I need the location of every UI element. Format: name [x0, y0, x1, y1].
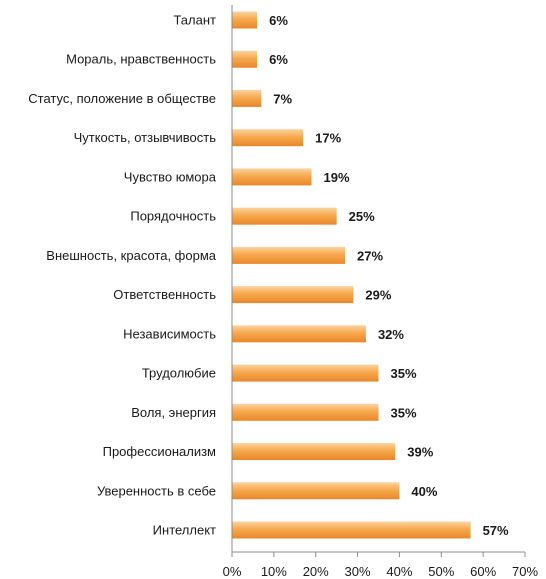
value-label: 39% — [407, 445, 433, 460]
category-label: Чувство юмора — [124, 169, 217, 184]
category-label: Талант — [173, 13, 216, 28]
bar — [232, 364, 379, 382]
bar — [232, 246, 346, 264]
x-tick-label: 40% — [386, 564, 412, 579]
bar — [232, 207, 337, 225]
category-label: Уверенность в себе — [97, 483, 216, 498]
value-label: 6% — [269, 52, 288, 67]
x-tick-label: 30% — [345, 564, 371, 579]
category-label: Порядочность — [130, 209, 216, 224]
category-label: Внешность, красота, форма — [46, 248, 216, 263]
bar — [232, 443, 396, 461]
value-label: 57% — [483, 523, 509, 538]
value-label: 25% — [349, 209, 375, 224]
value-label: 27% — [357, 248, 383, 263]
bar — [232, 286, 354, 304]
bar — [232, 325, 366, 343]
category-label: Интеллект — [153, 523, 216, 538]
category-label: Трудолюбие — [142, 366, 216, 381]
category-label: Профессионализм — [103, 444, 216, 459]
value-label: 32% — [378, 327, 404, 342]
category-label: Независимость — [123, 326, 216, 341]
value-label: 29% — [365, 288, 391, 303]
bar — [232, 521, 471, 539]
x-tick-label: 50% — [428, 564, 454, 579]
category-label: Мораль, нравственность — [66, 52, 216, 67]
bar — [232, 168, 312, 186]
value-label: 6% — [269, 13, 288, 28]
x-tick-label: 10% — [261, 564, 287, 579]
value-label: 19% — [324, 170, 350, 185]
x-tick-label: 70% — [512, 564, 538, 579]
value-label: 35% — [391, 366, 417, 381]
bar — [232, 89, 262, 107]
bar — [232, 11, 258, 29]
x-tick-label: 60% — [470, 564, 496, 579]
value-label: 7% — [273, 91, 292, 106]
category-label: Воля, энергия — [131, 405, 216, 420]
value-label: 35% — [391, 405, 417, 420]
category-label: Чуткость, отзывчивость — [74, 130, 217, 145]
value-label: 40% — [411, 484, 437, 499]
bar — [232, 50, 258, 68]
category-label: Ответственность — [113, 287, 216, 302]
x-tick-label: 20% — [303, 564, 329, 579]
x-tick-label: 0% — [223, 564, 242, 579]
bar — [232, 129, 304, 147]
category-label: Статус, положение в обществе — [28, 91, 216, 106]
value-label: 17% — [315, 131, 341, 146]
bar — [232, 403, 379, 421]
bar — [232, 482, 400, 500]
